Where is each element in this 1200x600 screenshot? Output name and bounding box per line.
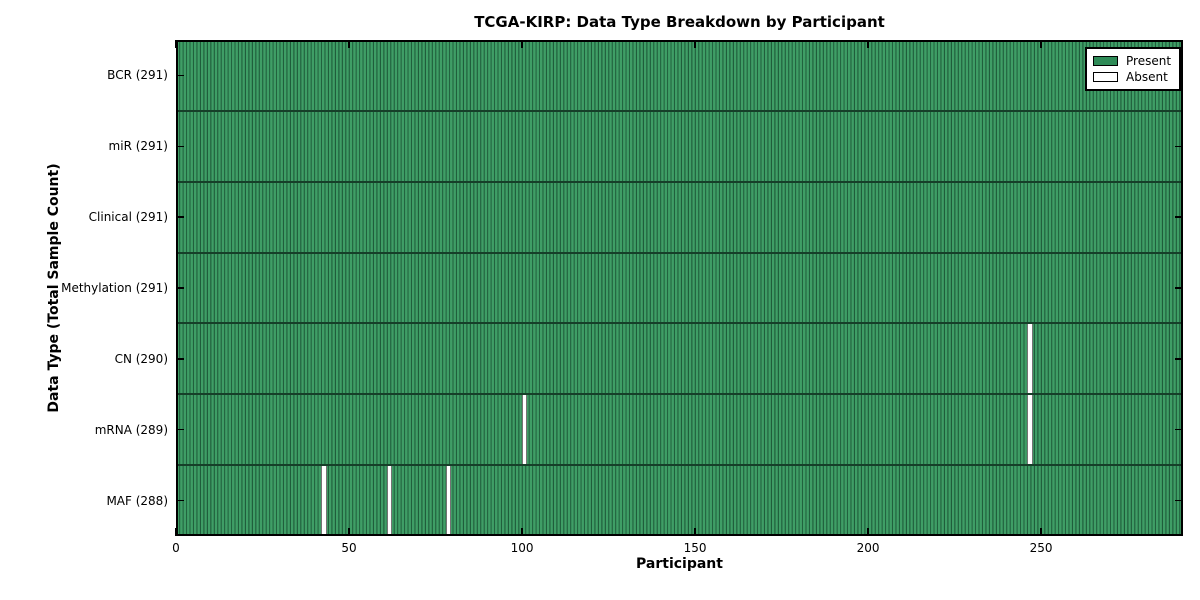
- legend: Present Absent: [1085, 47, 1182, 91]
- y-tick: [1175, 287, 1183, 289]
- legend-swatch-present: [1093, 56, 1118, 66]
- y-tick: [176, 287, 184, 289]
- y-tick: [1175, 358, 1183, 360]
- x-tick: [1040, 40, 1042, 48]
- y-tick: [176, 216, 184, 218]
- x-tick: [348, 528, 350, 536]
- x-tick-label: 150: [683, 541, 707, 555]
- x-tick-label: 250: [1029, 541, 1053, 555]
- x-tick-label: 200: [856, 541, 880, 555]
- x-tick: [175, 40, 177, 48]
- x-tick: [694, 528, 696, 536]
- y-tick: [176, 358, 184, 360]
- y-tick-label: BCR (291): [107, 68, 168, 83]
- absent-bar-cn-246: [1027, 324, 1033, 394]
- x-tick: [521, 528, 523, 536]
- absent-bar-maf-61: [386, 466, 393, 535]
- x-tick: [348, 40, 350, 48]
- y-tick-label: mRNA (289): [94, 422, 168, 437]
- x-tick-label: 100: [510, 541, 534, 555]
- x-tick: [521, 40, 523, 48]
- legend-label: Present: [1126, 54, 1172, 68]
- plot-area: [176, 40, 1183, 536]
- x-tick-label: 50: [341, 541, 357, 555]
- y-tick-label: MAF (288): [106, 493, 168, 508]
- absent-bar-mrna-246: [1027, 395, 1033, 465]
- x-axis-label: Participant: [636, 556, 723, 572]
- x-tick-label: 0: [172, 541, 180, 555]
- y-tick-label: CN (290): [114, 351, 168, 366]
- y-tick: [176, 428, 184, 431]
- legend-item-present: Present: [1093, 53, 1171, 69]
- absent-bar-mrna-100: [521, 395, 528, 465]
- y-tick-label: miR (291): [108, 139, 168, 154]
- row-separator: [176, 464, 1183, 467]
- x-tick: [694, 40, 696, 48]
- x-tick: [867, 528, 869, 536]
- y-tick: [1175, 499, 1183, 502]
- row-separator: [176, 322, 1183, 325]
- legend-item-absent: Absent: [1093, 69, 1171, 85]
- x-tick: [175, 528, 177, 536]
- y-tick-label: Clinical (291): [88, 210, 168, 225]
- y-tick: [176, 499, 184, 502]
- chart-title: TCGA-KIRP: Data Type Breakdown by Partic…: [474, 13, 885, 31]
- row-separator: [176, 393, 1183, 396]
- absent-bar-maf-42: [321, 466, 327, 535]
- y-tick: [176, 145, 184, 148]
- legend-label: Absent: [1126, 70, 1168, 84]
- row-separator: [176, 180, 1183, 183]
- y-tick-label: Methylation (291): [61, 281, 168, 295]
- row-separator: [176, 109, 1183, 112]
- legend-swatch-absent: [1093, 72, 1118, 82]
- row-separator: [176, 251, 1183, 254]
- y-tick: [176, 74, 184, 77]
- x-tick: [1040, 528, 1042, 536]
- y-tick: [1175, 428, 1183, 431]
- absent-bar-maf-78: [445, 466, 452, 535]
- y-tick: [1175, 145, 1183, 148]
- x-tick: [867, 40, 869, 48]
- y-tick: [1175, 216, 1183, 218]
